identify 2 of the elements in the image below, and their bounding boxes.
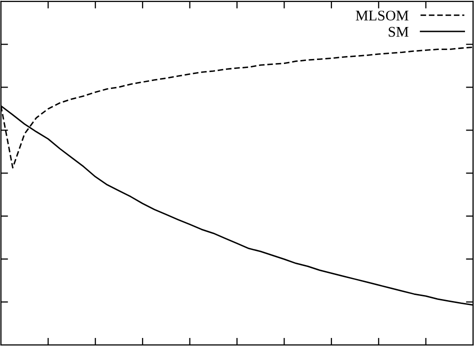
legend-label: MLSOM [356, 10, 408, 20]
legend-label: SM [388, 26, 408, 37]
